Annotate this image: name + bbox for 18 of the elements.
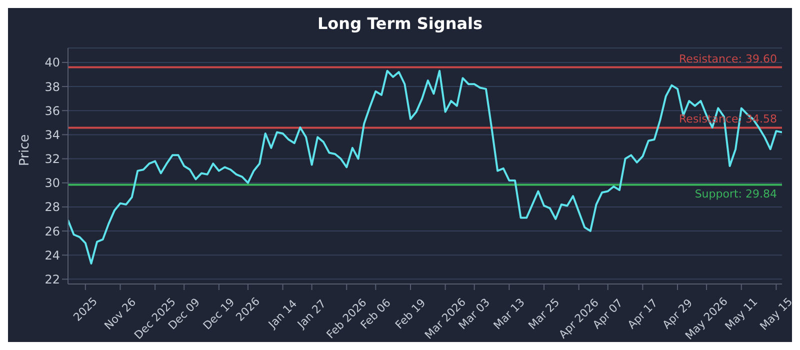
ref-line-label: Support: 29.84 [694, 188, 777, 201]
y-tick-label: 30 [44, 176, 60, 190]
x-tick-label: Apr 17 [625, 296, 660, 332]
chart-title: Long Term Signals [316, 13, 484, 35]
y-tick-label: 28 [44, 200, 60, 214]
y-tick-label: 26 [44, 224, 60, 238]
x-tick-label: Mar 13 [491, 296, 528, 332]
y-tick-label: 38 [44, 80, 60, 94]
y-axis-title: Price [18, 134, 33, 166]
line-series [68, 70, 782, 265]
y-tick-label: 40 [44, 56, 60, 70]
y-tick-label: 24 [44, 248, 60, 262]
y-tick-label: 34 [44, 128, 60, 142]
y-tick-label: 22 [44, 272, 60, 286]
y-tick-label: 32 [44, 152, 60, 166]
ref-line-label: Resistance: 39.60 [679, 52, 777, 66]
x-tick-label: Feb 19 [392, 296, 428, 332]
y-tick-label: 36 [44, 104, 60, 118]
